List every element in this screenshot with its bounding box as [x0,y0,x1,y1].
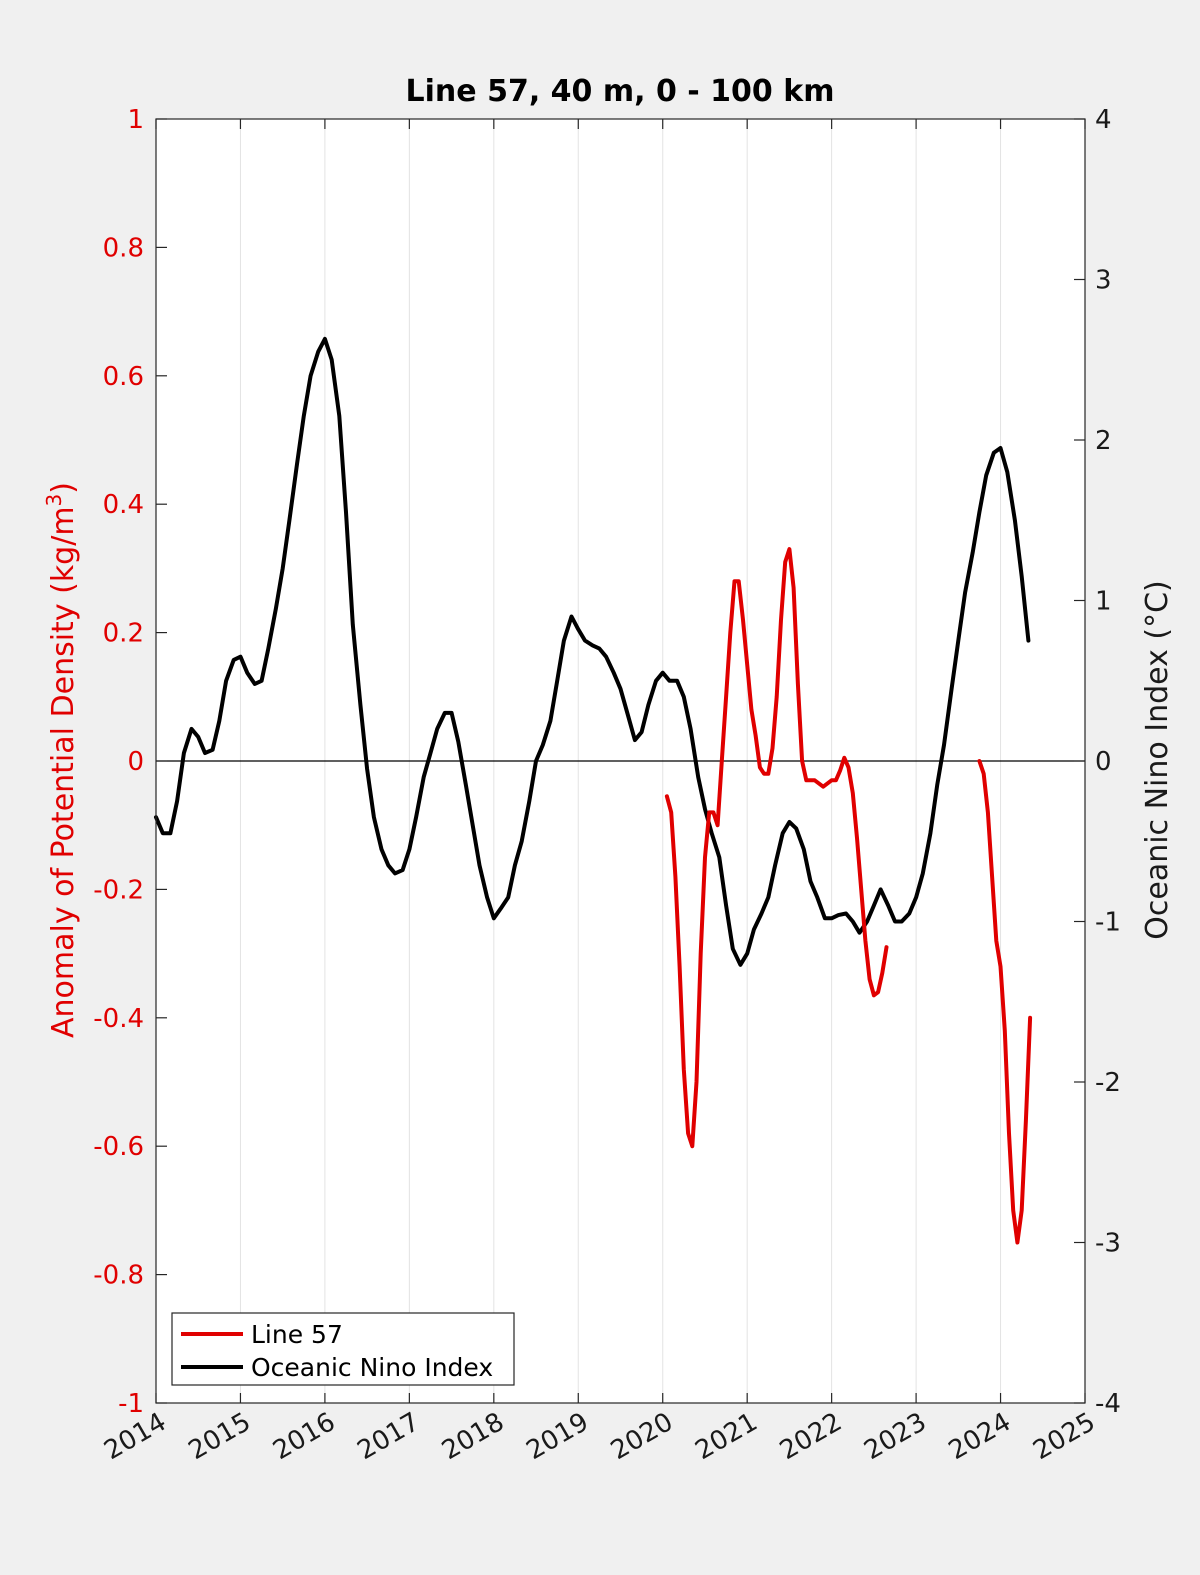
chart-title: Line 57, 40 m, 0 - 100 km [406,74,835,109]
series-line-line-57 [664,547,889,1149]
y-left-tick-label: 0 [127,747,144,777]
x-tick-label: 2017 [353,1407,425,1466]
y-right-tick-label: -4 [1095,1389,1121,1419]
y-left-tick-label: 0.8 [103,233,144,263]
x-tick-label: 2019 [521,1407,593,1466]
y-right-tick-label: -2 [1095,1068,1121,1098]
x-tick-label: 2023 [859,1407,931,1466]
y-right-tick-label: -3 [1095,1229,1121,1259]
x-tick-label: 2024 [944,1407,1016,1466]
y-left-tick-label: 1 [127,105,144,135]
y-left-tick-label: -0.6 [93,1132,144,1162]
y-left-tick-label: -0.4 [93,1004,144,1034]
x-tick-label: 2021 [690,1407,762,1466]
series-line-line-57 [977,759,1033,1245]
legend-box [171,1312,515,1386]
y-right-tick-label: 3 [1095,266,1112,296]
y-left-tick-label: -1 [118,1389,144,1419]
legend-label-line57: Line 57 [251,1320,343,1349]
y-right-tick-label: 1 [1095,587,1112,617]
series-line-oceanic-nino-index [154,336,1031,967]
y-left-tick-label: 0.6 [103,362,144,392]
x-tick-label: 2022 [775,1407,847,1466]
y-left-tick-label: -0.2 [93,875,144,905]
y-left-tick-label: 0.2 [103,619,144,649]
y-left-tick-label: -0.8 [93,1261,144,1291]
y-axis-right-label: Oceanic Nino Index (°C) [1140,580,1175,940]
series-layer [154,336,1033,1245]
y-axis-left-label: Anomaly of Potential Density (kg/m3) [42,482,81,1038]
x-tick-label: 2016 [268,1407,340,1466]
x-tick-label: 2025 [1028,1407,1100,1466]
y-right-tick-label: 0 [1095,747,1112,777]
legend: Line 57 Oceanic Nino Index [171,1312,515,1386]
left-axis: 1 0.8 0.6 0.4 0.2 0 -0.2 -0.4 -0.6 -0.8 -1 [93,105,167,1419]
legend-label-oni: Oceanic Nino Index [251,1353,493,1382]
y-right-tick-label: -1 [1095,908,1121,938]
y-right-tick-label: 4 [1095,105,1112,135]
y-left-tick-label: 0.4 [103,490,144,520]
y-right-tick-label: 2 [1095,426,1112,456]
x-tick-label: 2015 [184,1407,256,1466]
x-tick-label: 2018 [437,1407,509,1466]
right-axis: 4 3 2 1 0 -1 -2 -3 -4 [1074,105,1121,1419]
x-tick-label: 2020 [606,1407,678,1466]
